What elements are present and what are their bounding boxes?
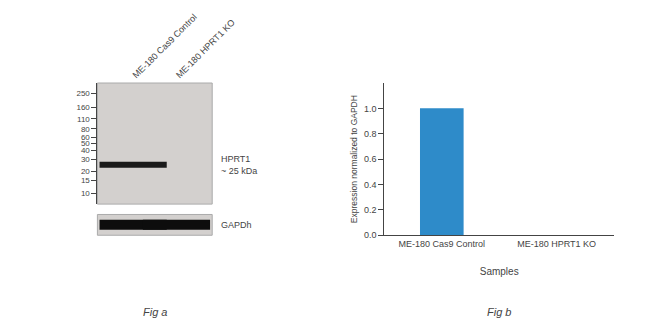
svg-text:0.8: 0.8 <box>364 129 377 139</box>
svg-text:0.0: 0.0 <box>364 230 377 240</box>
svg-text:Expression normalized to GAPDH: Expression normalized to GAPDH <box>349 95 359 223</box>
svg-text:0.4: 0.4 <box>364 180 377 190</box>
svg-text:0.6: 0.6 <box>364 154 377 164</box>
svg-text:30: 30 <box>81 155 90 164</box>
svg-text:80: 80 <box>81 124 90 133</box>
svg-text:20: 20 <box>81 167 90 176</box>
svg-text:15: 15 <box>81 176 90 185</box>
svg-text:250: 250 <box>76 89 90 98</box>
svg-text:ME-180 HPRT1 KO: ME-180 HPRT1 KO <box>174 17 237 80</box>
svg-text:1.0: 1.0 <box>364 104 377 114</box>
svg-text:10: 10 <box>81 189 90 198</box>
svg-text:110: 110 <box>77 115 90 124</box>
svg-text:160: 160 <box>76 103 90 112</box>
svg-text:GAPDh: GAPDh <box>221 220 252 230</box>
svg-text:50: 50 <box>81 139 90 148</box>
svg-text:Samples: Samples <box>480 266 519 277</box>
svg-text:ME-180 HPRT1 KO: ME-180 HPRT1 KO <box>517 239 596 249</box>
svg-text:ME-180 Cas9 Control: ME-180 Cas9 Control <box>399 239 486 249</box>
svg-text:60: 60 <box>81 133 90 142</box>
svg-text:Fig b: Fig b <box>487 306 511 318</box>
svg-text:0.2: 0.2 <box>364 205 377 215</box>
svg-text:ME-180 Cas9 Control: ME-180 Cas9 Control <box>131 12 199 80</box>
svg-text:Fig a: Fig a <box>143 306 167 318</box>
svg-text:HPRT1~ 25 kDa: HPRT1~ 25 kDa <box>221 154 257 176</box>
svg-text:40: 40 <box>81 146 90 155</box>
